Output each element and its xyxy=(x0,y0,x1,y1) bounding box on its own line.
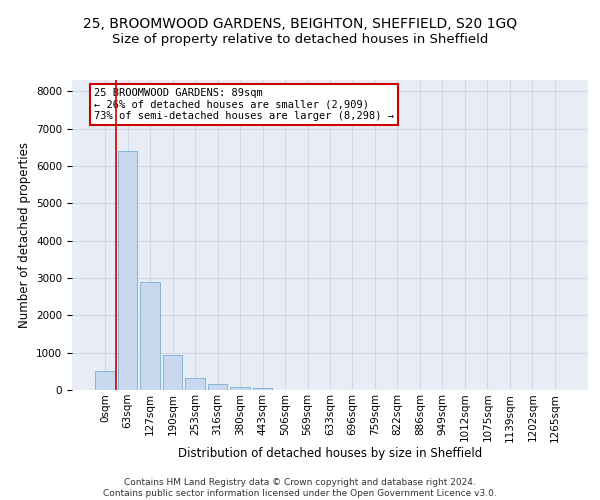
Bar xyxy=(208,384,227,390)
Bar xyxy=(163,354,182,390)
Bar xyxy=(118,151,137,390)
Y-axis label: Number of detached properties: Number of detached properties xyxy=(17,142,31,328)
X-axis label: Distribution of detached houses by size in Sheffield: Distribution of detached houses by size … xyxy=(178,447,482,460)
Text: 25 BROOMWOOD GARDENS: 89sqm
← 26% of detached houses are smaller (2,909)
73% of : 25 BROOMWOOD GARDENS: 89sqm ← 26% of det… xyxy=(94,88,394,121)
Bar xyxy=(95,372,115,390)
Bar xyxy=(253,388,272,390)
Text: Contains HM Land Registry data © Crown copyright and database right 2024.
Contai: Contains HM Land Registry data © Crown c… xyxy=(103,478,497,498)
Text: 25, BROOMWOOD GARDENS, BEIGHTON, SHEFFIELD, S20 1GQ: 25, BROOMWOOD GARDENS, BEIGHTON, SHEFFIE… xyxy=(83,18,517,32)
Bar xyxy=(230,386,250,390)
Bar xyxy=(140,282,160,390)
Bar xyxy=(185,378,205,390)
Text: Size of property relative to detached houses in Sheffield: Size of property relative to detached ho… xyxy=(112,32,488,46)
